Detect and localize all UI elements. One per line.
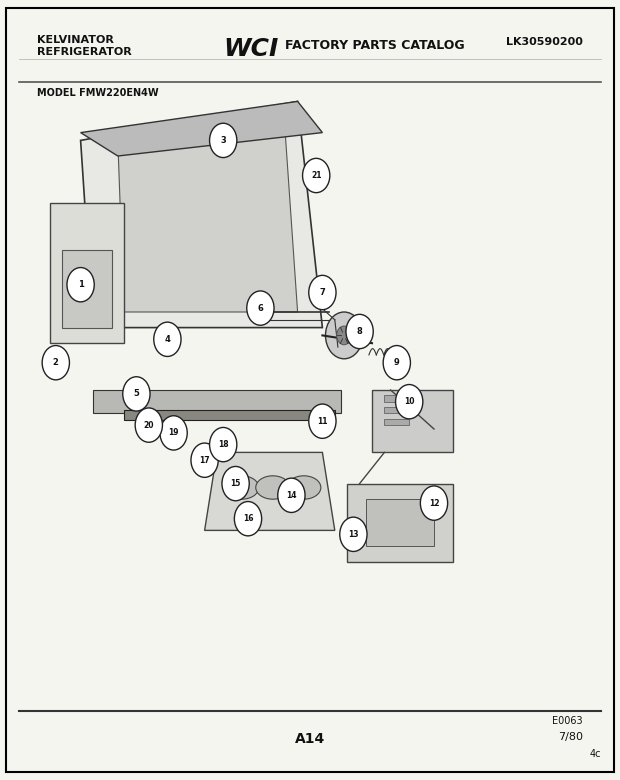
Circle shape <box>420 486 448 520</box>
Text: FACTORY PARTS CATALOG: FACTORY PARTS CATALOG <box>285 39 465 52</box>
Text: 13: 13 <box>348 530 358 539</box>
FancyBboxPatch shape <box>384 395 409 402</box>
Circle shape <box>337 326 352 345</box>
Text: 9: 9 <box>394 358 400 367</box>
Text: 6: 6 <box>257 303 264 313</box>
Text: 4: 4 <box>164 335 171 344</box>
Text: 5: 5 <box>133 389 140 399</box>
Circle shape <box>278 478 305 512</box>
FancyBboxPatch shape <box>50 203 124 343</box>
Text: E0063: E0063 <box>552 716 583 726</box>
Ellipse shape <box>224 476 259 499</box>
FancyBboxPatch shape <box>372 390 453 452</box>
Circle shape <box>309 404 336 438</box>
FancyBboxPatch shape <box>384 407 409 413</box>
Circle shape <box>222 466 249 501</box>
Circle shape <box>383 346 410 380</box>
Polygon shape <box>93 390 341 413</box>
Text: 7: 7 <box>319 288 326 297</box>
Text: 16: 16 <box>243 514 253 523</box>
Text: KELVINATOR: KELVINATOR <box>37 35 114 45</box>
Text: 3: 3 <box>220 136 226 145</box>
Text: 20: 20 <box>144 420 154 430</box>
Circle shape <box>154 322 181 356</box>
Circle shape <box>160 416 187 450</box>
FancyBboxPatch shape <box>62 250 112 328</box>
Text: MODEL FMW220EN4W: MODEL FMW220EN4W <box>37 88 159 98</box>
Text: 14: 14 <box>286 491 296 500</box>
Circle shape <box>234 502 262 536</box>
Text: 1: 1 <box>78 280 84 289</box>
Polygon shape <box>81 101 322 328</box>
Circle shape <box>67 268 94 302</box>
Polygon shape <box>124 410 335 420</box>
FancyBboxPatch shape <box>347 484 453 562</box>
Circle shape <box>396 385 423 419</box>
FancyBboxPatch shape <box>366 499 434 546</box>
Text: 4c: 4c <box>590 749 601 759</box>
Circle shape <box>123 377 150 411</box>
Text: A14: A14 <box>295 732 325 746</box>
Polygon shape <box>205 452 335 530</box>
Text: 21: 21 <box>311 171 321 180</box>
Circle shape <box>42 346 69 380</box>
Circle shape <box>135 408 162 442</box>
Text: 18: 18 <box>218 440 229 449</box>
FancyBboxPatch shape <box>384 419 409 425</box>
Text: 19: 19 <box>169 428 179 438</box>
Circle shape <box>326 312 363 359</box>
Text: 7/80: 7/80 <box>558 732 583 742</box>
Text: 10: 10 <box>404 397 414 406</box>
Text: WCI: WCI <box>223 37 278 62</box>
Text: 11: 11 <box>317 417 327 426</box>
Circle shape <box>210 427 237 462</box>
Circle shape <box>309 275 336 310</box>
Circle shape <box>191 443 218 477</box>
Ellipse shape <box>286 476 321 499</box>
Text: 17: 17 <box>199 456 210 465</box>
Text: 15: 15 <box>231 479 241 488</box>
Circle shape <box>210 123 237 158</box>
Ellipse shape <box>255 476 290 499</box>
Circle shape <box>247 291 274 325</box>
Text: 2: 2 <box>53 358 59 367</box>
Polygon shape <box>81 101 322 156</box>
Polygon shape <box>118 133 298 312</box>
Circle shape <box>303 158 330 193</box>
Text: REFRIGERATOR: REFRIGERATOR <box>37 47 132 57</box>
Circle shape <box>340 517 367 551</box>
Text: 8: 8 <box>356 327 363 336</box>
Text: 12: 12 <box>429 498 439 508</box>
FancyBboxPatch shape <box>6 8 614 772</box>
Circle shape <box>346 314 373 349</box>
Text: LK30590200: LK30590200 <box>506 37 583 48</box>
